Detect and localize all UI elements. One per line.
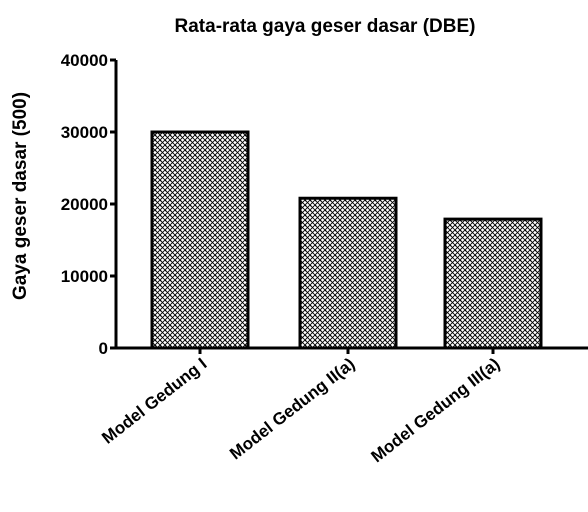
y-tick-label: 30000 [61, 123, 108, 142]
bar [298, 196, 398, 350]
x-category-label: Model Gedung II(a) [226, 354, 358, 463]
bar [150, 130, 250, 350]
x-category-label: Model Gedung III(a) [367, 354, 503, 466]
x-axis-labels: Model Gedung I Model Gedung II(a) Model Ge… [98, 348, 503, 466]
x-category-label: Model Gedung I [98, 354, 210, 447]
bars-group [150, 130, 543, 350]
bar [443, 217, 543, 350]
y-tick-label: 0 [99, 339, 108, 358]
chart-title: Rata-rata gaya geser dasar (DBE) [175, 16, 476, 37]
y-axis-label: Gaya geser dasar (500) [10, 92, 31, 300]
y-tick-label: 40000 [61, 51, 108, 70]
y-tick-label: 20000 [61, 195, 108, 214]
y-tick-label: 10000 [61, 267, 108, 286]
y-axis-ticks: 0 10000 20000 30000 40000 [61, 51, 116, 358]
